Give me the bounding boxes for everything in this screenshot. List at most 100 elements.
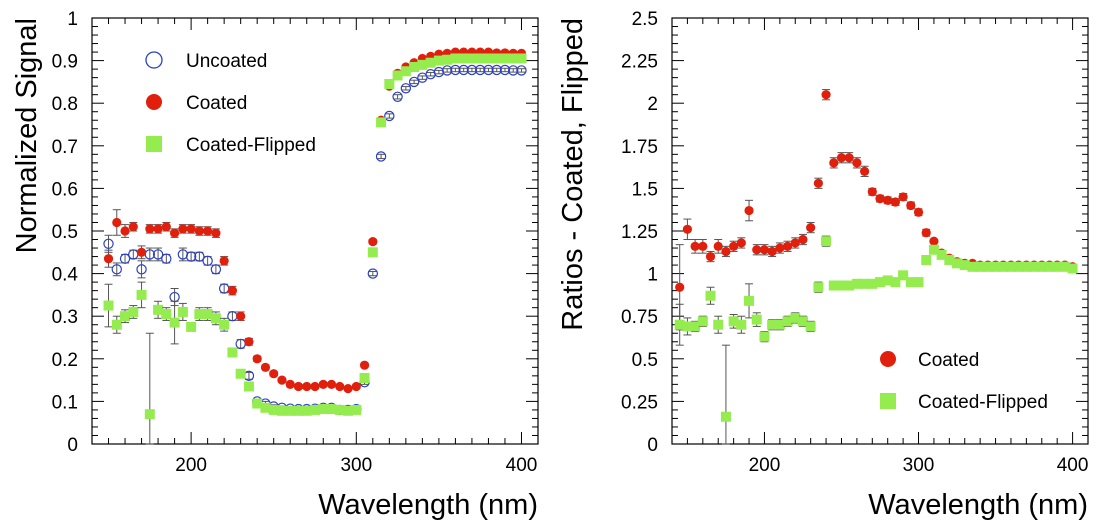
data-point [310, 404, 320, 415]
data-point [335, 381, 345, 392]
data-point [952, 258, 963, 269]
x-tick-label: 200 [175, 455, 207, 476]
data-point [219, 319, 230, 330]
x-tick-label: 300 [340, 455, 372, 476]
x-tick-label: 200 [749, 455, 781, 476]
data-point [112, 217, 122, 228]
data-point [782, 241, 793, 251]
data-point [326, 379, 337, 389]
data-point [913, 207, 924, 217]
y-axis-title: Normalized Signal [11, 18, 43, 253]
data-point [759, 331, 770, 342]
chart-panel-1: 200 300 400 0 0.1 0.2 0.3 0.4 0.5 0.6 0.7 0.8 0.9 1 Wa… [11, 9, 539, 521]
data-point [144, 409, 155, 420]
series-coated-flipped [674, 235, 1078, 445]
data-point [682, 224, 693, 234]
data-point [219, 256, 229, 266]
data-point [883, 195, 893, 205]
data-point [351, 404, 362, 415]
y-tick-label: 0.9 [52, 52, 78, 73]
legend: Uncoated Coated Coated-Flipped [145, 51, 316, 156]
data-point [967, 261, 978, 272]
y-tick-label: 0.3 [52, 307, 78, 328]
data-point [690, 241, 700, 251]
legend-label: Coated [186, 93, 247, 114]
data-point [491, 64, 502, 76]
data-point [310, 381, 320, 392]
data-point [408, 76, 420, 88]
data-point [844, 153, 854, 163]
y-tick-label: 1.5 [632, 179, 658, 200]
data-point [400, 66, 411, 77]
data-point [975, 261, 986, 272]
data-point [1052, 261, 1063, 272]
data-point [890, 197, 901, 207]
data-point [243, 381, 254, 392]
data-point [318, 404, 329, 415]
data-point [343, 384, 353, 394]
data-point [376, 117, 387, 128]
data-point [844, 280, 855, 291]
y-tick-label: 1 [67, 9, 78, 30]
y-tick-label: 0.7 [52, 137, 78, 158]
data-point [334, 404, 345, 415]
data-point [744, 205, 754, 216]
data-point [944, 254, 955, 265]
data-point [782, 316, 793, 327]
data-point [120, 226, 130, 236]
data-point [153, 304, 164, 315]
data-point [875, 194, 885, 204]
data-point [169, 317, 180, 328]
data-point [161, 309, 172, 320]
data-point [293, 381, 304, 392]
data-point [736, 238, 746, 248]
legend-marker [146, 94, 162, 110]
y-tick-label: 2.5 [632, 9, 658, 30]
data-point [882, 275, 893, 286]
data-point [120, 311, 131, 322]
data-point [697, 316, 708, 327]
y-tick-label: 0.2 [52, 350, 78, 371]
data-point [343, 405, 354, 416]
data-point [227, 347, 238, 358]
data-point [409, 61, 420, 72]
data-point [836, 280, 847, 291]
data-point [813, 282, 824, 293]
data-point [368, 237, 378, 247]
data-point [318, 379, 328, 389]
data-point [186, 321, 197, 332]
legend: Coated Coated-Flipped [880, 350, 1048, 413]
data-point [433, 55, 444, 66]
y-tick-label: 0.1 [52, 392, 78, 413]
data-point [474, 64, 486, 76]
data-point [359, 360, 370, 370]
data-point [821, 236, 832, 247]
data-point [136, 289, 147, 300]
data-point [1044, 261, 1055, 272]
data-point [103, 254, 114, 264]
data-point [475, 53, 486, 64]
data-point [1029, 261, 1040, 272]
data-point [982, 261, 993, 272]
data-point [729, 241, 739, 251]
data-point [186, 224, 196, 234]
series-uncoated [103, 64, 527, 416]
data-point [705, 290, 716, 301]
x-tick-label: 400 [506, 455, 538, 476]
series-coated-flipped [103, 53, 527, 445]
data-point [1036, 261, 1047, 272]
data-point [235, 368, 246, 379]
y-tick-label: 0.5 [632, 350, 658, 371]
data-point [713, 319, 724, 330]
data-point [674, 319, 685, 330]
y-tick-label: 0.4 [52, 265, 79, 286]
data-point [898, 192, 908, 202]
data-point [1021, 261, 1032, 272]
data-point [367, 268, 379, 279]
data-point [359, 372, 370, 383]
data-point [767, 319, 778, 330]
data-point [990, 261, 1001, 272]
x-tick-label: 300 [903, 455, 935, 476]
data-point [516, 53, 527, 64]
